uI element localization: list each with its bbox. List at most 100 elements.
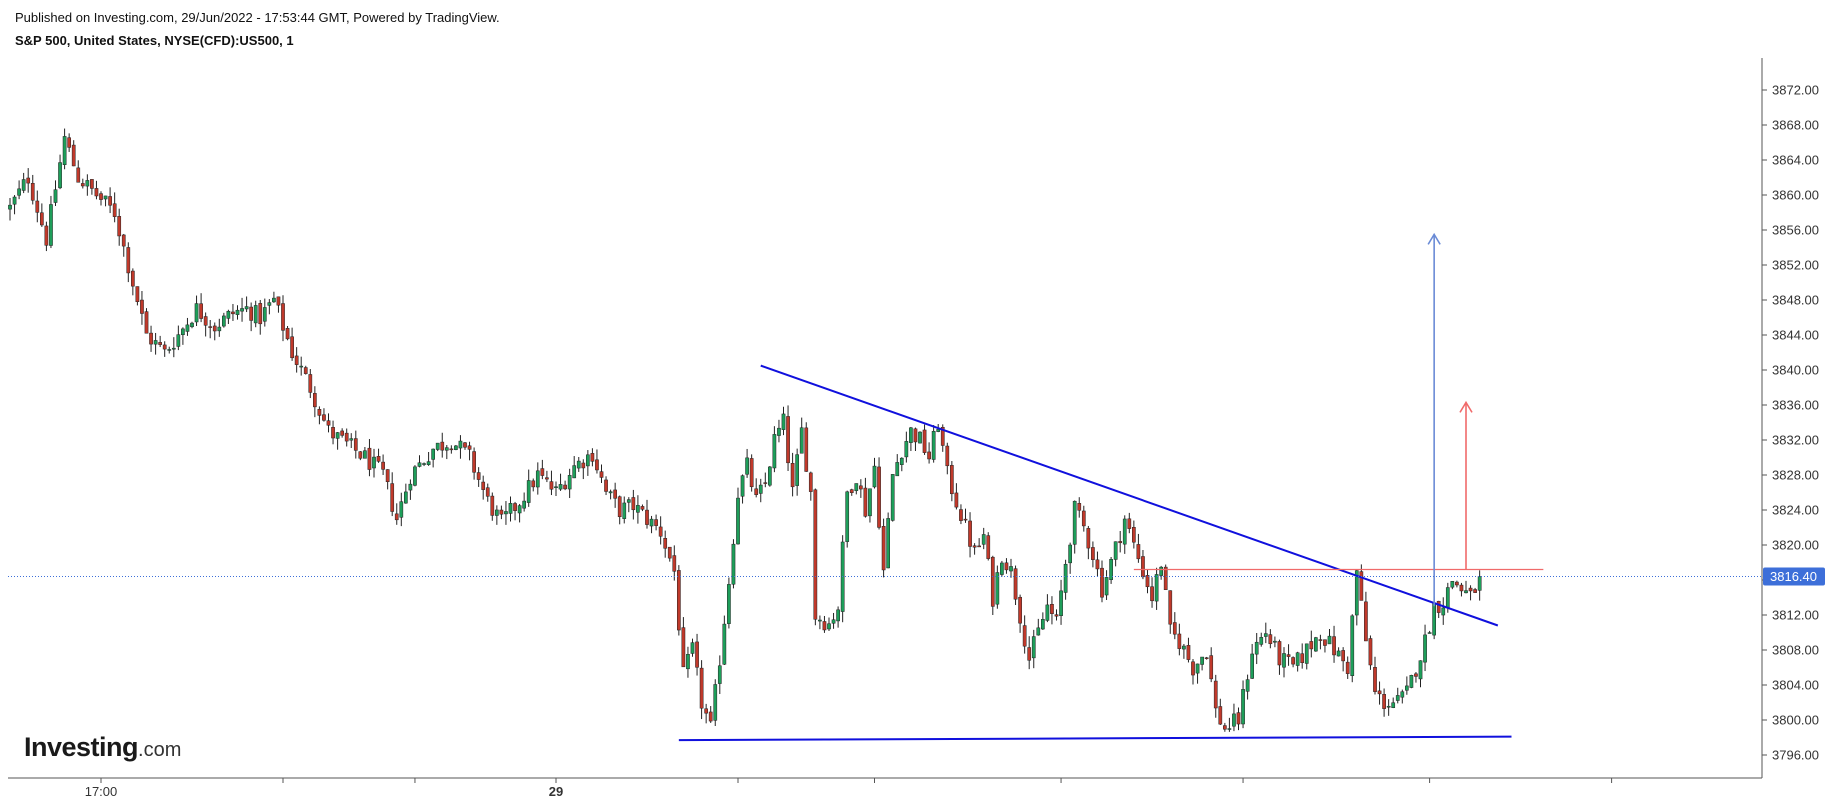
candle-body <box>1004 562 1009 571</box>
candle-body <box>131 270 135 287</box>
candle-body <box>1132 527 1136 543</box>
candle-body <box>1150 586 1154 602</box>
candle-body <box>904 441 909 458</box>
candle-body <box>1036 627 1041 636</box>
candle-body <box>1327 635 1332 645</box>
candle-body <box>799 427 804 454</box>
candle-body <box>285 328 290 340</box>
candle-body <box>1109 559 1113 580</box>
candle-body <box>294 355 299 365</box>
candle-body <box>849 489 854 493</box>
candle-body <box>877 466 881 528</box>
price-tick-label: 3832.00 <box>1772 433 1819 448</box>
candle-body <box>836 609 840 622</box>
candle-body <box>76 167 81 183</box>
candle-body <box>595 459 599 471</box>
candle-body <box>695 641 699 668</box>
candle-body <box>936 429 941 432</box>
candle-body <box>144 311 149 334</box>
candle-body <box>1141 556 1145 578</box>
candle-body <box>112 203 117 217</box>
candle-body <box>704 708 708 714</box>
price-axis[interactable]: 3872.00 3868.00 3864.00 3860.00 3856.00 3852.… <box>1762 83 1825 763</box>
candle-series <box>8 128 1482 732</box>
candle-body <box>431 448 435 460</box>
candle-body <box>913 428 918 443</box>
candle-body <box>740 475 745 497</box>
candle-body <box>1118 541 1123 544</box>
candle-body <box>945 445 950 467</box>
candle-body <box>1113 541 1118 560</box>
candle-body <box>1400 691 1405 698</box>
candle-body <box>417 462 422 467</box>
candle-body <box>513 503 517 511</box>
candle-body <box>818 619 822 622</box>
price-tick-label: 3800.00 <box>1772 713 1819 728</box>
candle-body <box>1041 619 1045 630</box>
candle-body <box>590 453 595 462</box>
candle-body <box>645 509 649 525</box>
candle-body <box>1309 641 1314 650</box>
candle-body <box>1350 615 1355 676</box>
candle-body <box>768 466 772 486</box>
candle-body <box>986 535 991 559</box>
candle-body <box>272 297 276 303</box>
candle-body <box>690 642 695 654</box>
candle-body <box>181 328 185 336</box>
last-price-label: 3816.40 <box>1770 569 1817 584</box>
candle-body <box>567 475 572 490</box>
candle-body <box>1000 562 1004 575</box>
candle-body <box>108 196 112 206</box>
candle-body <box>1459 584 1464 592</box>
candle-body <box>326 420 331 426</box>
candle-body <box>363 450 367 459</box>
candle-body <box>581 462 586 469</box>
candle-body <box>1018 596 1022 624</box>
candle-body <box>458 440 463 449</box>
candle-body <box>1200 656 1204 665</box>
candle-body <box>71 144 76 167</box>
price-tick-label: 3868.00 <box>1772 118 1819 133</box>
candle-body <box>763 482 768 484</box>
candle-body <box>1373 667 1377 692</box>
published-caption: Published on Investing.com, 29/Jun/2022 … <box>15 10 500 25</box>
candle-body <box>1441 607 1446 616</box>
candle-body <box>1268 634 1273 645</box>
candle-body <box>699 667 704 709</box>
candle-body <box>313 393 317 408</box>
candle-body <box>909 427 913 443</box>
candle-body <box>1027 647 1032 661</box>
candle-body <box>922 429 927 453</box>
candle-body <box>349 438 354 441</box>
candle-body <box>940 426 945 446</box>
candle-body <box>467 445 472 450</box>
candle-body <box>35 200 40 213</box>
candle-body <box>440 441 445 451</box>
time-tick-label: 29 <box>549 784 563 799</box>
candle-body <box>463 442 467 448</box>
candle-body <box>94 188 99 197</box>
candle-body <box>203 316 208 326</box>
candle-body <box>554 486 558 488</box>
candle-body <box>990 556 995 607</box>
candle-body <box>827 623 831 630</box>
time-axis[interactable]: 17:00 29 <box>85 778 1613 799</box>
candle-body <box>331 427 335 439</box>
price-tick-label: 3860.00 <box>1772 188 1819 203</box>
candle-body <box>1127 518 1132 529</box>
candle-body <box>1259 637 1264 645</box>
candle-body <box>636 505 640 513</box>
chart-drawings <box>8 232 1762 742</box>
candle-body <box>872 465 877 488</box>
candle-body <box>435 442 440 450</box>
candle-body <box>658 526 663 537</box>
candle-body <box>190 322 194 328</box>
candle-body <box>1009 566 1013 572</box>
candle-body <box>772 434 777 469</box>
candle-body <box>381 461 385 470</box>
candle-body <box>640 506 645 510</box>
candle-body <box>303 367 308 374</box>
candle-body <box>1295 652 1300 666</box>
candle-body <box>677 570 681 631</box>
